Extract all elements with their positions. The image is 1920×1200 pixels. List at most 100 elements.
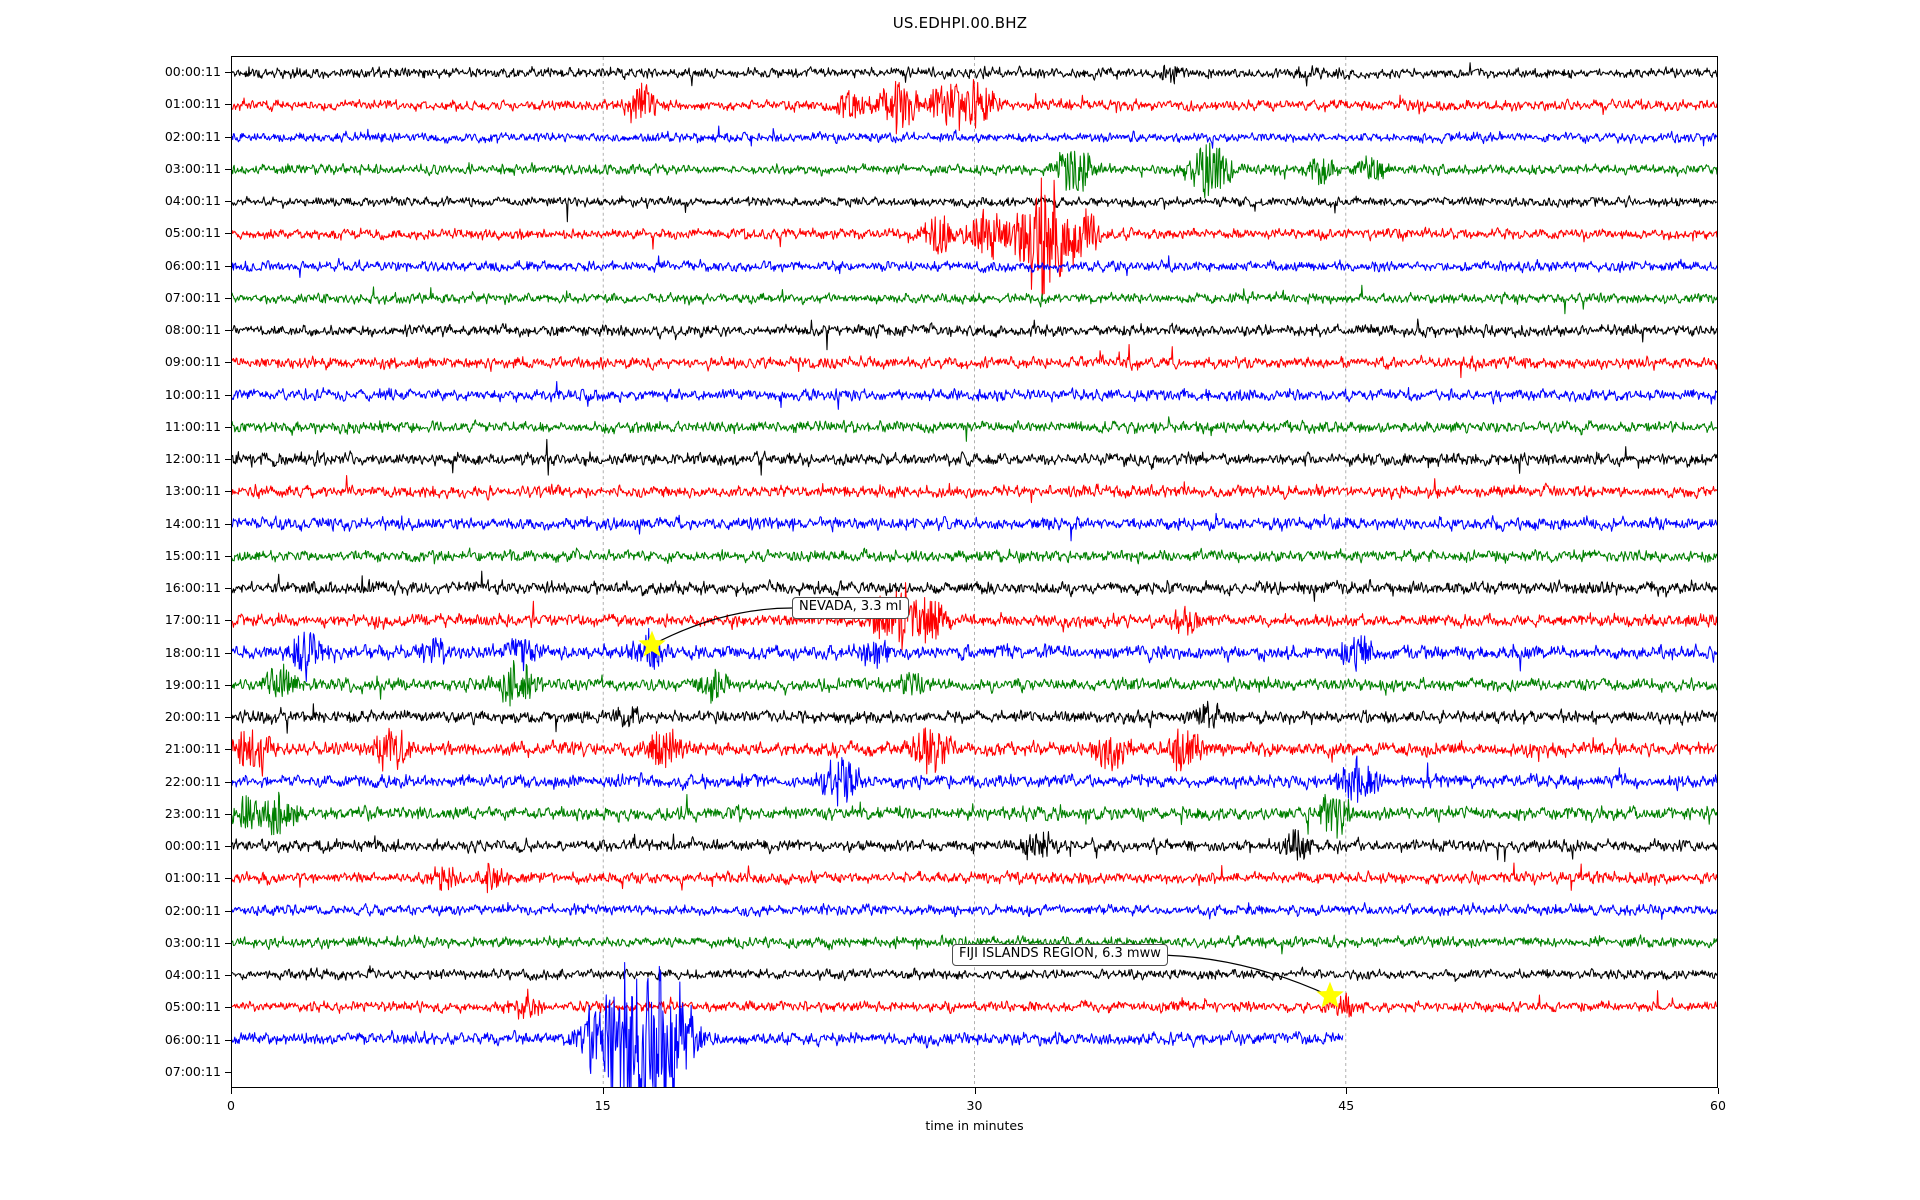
trace-line — [232, 570, 1717, 602]
y-tick-label: 19:00:11 — [164, 676, 221, 692]
page-title: US.EDHPI.00.BHZ — [892, 14, 1028, 32]
plot-axes — [231, 56, 1718, 1088]
trace-line — [232, 512, 1717, 542]
y-tick-mark — [225, 426, 231, 428]
y-tick-mark — [225, 717, 231, 719]
y-tick-mark — [225, 878, 231, 880]
trace-line — [232, 660, 1717, 707]
trace-line — [232, 965, 1717, 982]
y-tick-mark — [225, 136, 231, 138]
y-tick-label: 16:00:11 — [164, 580, 221, 596]
y-tick-label: 10:00:11 — [164, 386, 221, 402]
trace-line — [232, 582, 1717, 651]
trace-line — [232, 727, 1717, 777]
y-tick-mark — [225, 555, 231, 557]
trace-line — [232, 988, 1717, 1020]
y-tick-mark — [225, 1039, 231, 1041]
trace-line — [232, 284, 1717, 315]
trace-line — [232, 380, 1717, 410]
trace-line — [232, 255, 1717, 278]
trace-line — [232, 438, 1717, 476]
trace-line — [232, 627, 1717, 682]
y-tick-label: 12:00:11 — [164, 451, 221, 467]
y-tick-mark — [225, 330, 231, 332]
y-tick-mark — [225, 588, 231, 590]
y-tick-label: 04:00:11 — [164, 193, 221, 209]
y-tick-label: 05:00:11 — [164, 999, 221, 1015]
event-annotation-nevada[interactable]: NEVADA, 3.3 ml — [792, 597, 909, 619]
y-tick-mark — [225, 491, 231, 493]
y-tick-mark — [225, 394, 231, 396]
trace-line — [232, 78, 1717, 135]
trace-line — [232, 902, 1717, 920]
y-tick-mark — [225, 846, 231, 848]
y-tick-label: 15:00:11 — [164, 547, 221, 563]
y-tick-mark — [225, 168, 231, 170]
trace-line — [232, 62, 1717, 87]
x-tick-label: 60 — [1710, 1098, 1726, 1113]
y-tick-label: 04:00:11 — [164, 967, 221, 983]
trace-line — [232, 344, 1717, 379]
trace-line — [232, 416, 1717, 442]
x-tick-label: 30 — [966, 1098, 983, 1113]
x-tick-mark — [974, 1088, 976, 1094]
y-tick-mark — [225, 975, 231, 977]
y-tick-mark — [225, 233, 231, 235]
trace-line — [232, 142, 1717, 199]
y-tick-label: 23:00:11 — [164, 805, 221, 821]
y-tick-mark — [225, 684, 231, 686]
x-tick-mark — [1346, 1088, 1348, 1094]
y-tick-label: 14:00:11 — [164, 515, 221, 531]
y-tick-label: 00:00:11 — [164, 64, 221, 80]
y-tick-mark — [225, 1071, 231, 1073]
y-tick-mark — [225, 749, 231, 751]
trace-line — [232, 755, 1717, 807]
trace-line — [232, 177, 1717, 297]
y-tick-label: 13:00:11 — [164, 483, 221, 499]
y-tick-label: 02:00:11 — [164, 902, 221, 918]
trace-line — [232, 195, 1717, 223]
y-tick-label: 17:00:11 — [164, 612, 221, 628]
trace-line — [232, 961, 1344, 1087]
y-tick-mark — [225, 362, 231, 364]
trace-line — [232, 475, 1717, 504]
trace-line — [232, 125, 1717, 149]
x-tick-mark — [602, 1088, 604, 1094]
trace-line — [232, 547, 1717, 565]
x-tick-label: 0 — [227, 1098, 235, 1113]
y-tick-mark — [225, 942, 231, 944]
x-tick-label: 15 — [594, 1098, 611, 1113]
x-tick-label: 45 — [1338, 1098, 1355, 1113]
y-tick-mark — [225, 1007, 231, 1009]
y-tick-mark — [225, 652, 231, 654]
y-tick-label: 11:00:11 — [164, 418, 221, 434]
y-tick-label: 06:00:11 — [164, 1031, 221, 1047]
y-tick-mark — [225, 910, 231, 912]
y-tick-label: 06:00:11 — [164, 257, 221, 273]
y-tick-label: 07:00:11 — [164, 1063, 221, 1079]
y-tick-mark — [225, 104, 231, 106]
y-tick-label: 01:00:11 — [164, 870, 221, 886]
x-axis-label: time in minutes — [925, 1118, 1024, 1133]
y-tick-mark — [225, 523, 231, 525]
y-tick-mark — [225, 459, 231, 461]
trace-line — [232, 791, 1717, 839]
y-tick-mark — [225, 620, 231, 622]
y-tick-mark — [225, 813, 231, 815]
x-tick-mark — [1718, 1088, 1720, 1094]
y-tick-label: 20:00:11 — [164, 709, 221, 725]
y-tick-mark — [225, 265, 231, 267]
y-tick-mark — [225, 201, 231, 203]
y-tick-label: 05:00:11 — [164, 225, 221, 241]
trace-line — [232, 829, 1717, 863]
y-tick-label: 22:00:11 — [164, 773, 221, 789]
trace-line — [232, 700, 1717, 734]
trace-line — [232, 318, 1717, 351]
trace-line — [232, 934, 1717, 955]
y-tick-mark — [225, 72, 231, 74]
y-tick-label: 03:00:11 — [164, 934, 221, 950]
event-annotation-fiji[interactable]: FIJI ISLANDS REGION, 6.3 mww — [952, 944, 1168, 966]
seismogram-traces — [232, 57, 1717, 1087]
y-tick-mark — [225, 781, 231, 783]
